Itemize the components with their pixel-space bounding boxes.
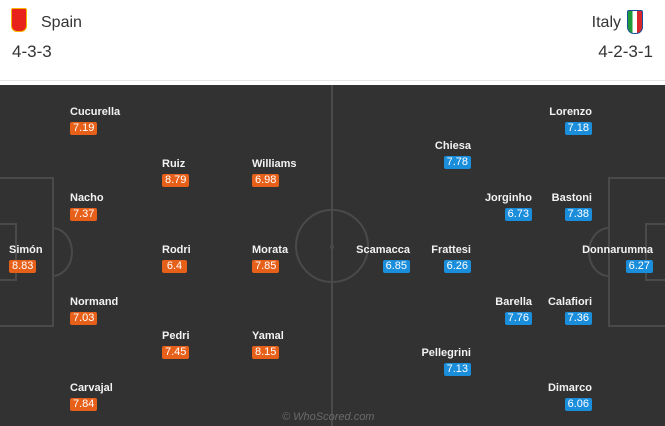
- player-rating: 6.85: [382, 260, 410, 273]
- player-chiesa[interactable]: Chiesa 7.78: [435, 139, 471, 169]
- player-rating: 7.37: [70, 208, 98, 221]
- player-name: Bastoni: [551, 192, 592, 204]
- player-rating: 7.78: [443, 156, 471, 169]
- player-rating: 6.4: [162, 260, 187, 273]
- player-yamal[interactable]: Yamal 8.15: [252, 329, 284, 359]
- right-six-yard-box: [645, 223, 665, 281]
- player-name: Cucurella: [70, 106, 121, 118]
- player-rating: 8.83: [9, 260, 37, 273]
- home-team-name[interactable]: Spain: [41, 14, 82, 31]
- away-formation: 4-2-3-1: [598, 42, 653, 61]
- center-spot: [330, 245, 334, 249]
- player-name: Lorenzo: [549, 106, 592, 118]
- player-cucurella[interactable]: Cucurella 7.19: [70, 105, 120, 135]
- player-nacho[interactable]: Nacho 7.37: [70, 191, 104, 221]
- player-carvajal[interactable]: Carvajal 7.84: [70, 381, 113, 411]
- player-bastoni[interactable]: Bastoni 7.38: [552, 191, 592, 221]
- spain-crest-icon: [11, 8, 27, 32]
- italy-crest-icon: [627, 10, 643, 34]
- player-pellegrini[interactable]: Pellegrini 7.13: [421, 346, 471, 376]
- player-rating: 7.85: [252, 260, 280, 273]
- player-name: Ruiz: [162, 158, 186, 170]
- player-calafiori[interactable]: Calafiori 7.36: [548, 295, 592, 325]
- player-rating: 6.26: [443, 260, 471, 273]
- player-name: Williams: [252, 158, 297, 170]
- player-name: Pellegrini: [421, 347, 471, 359]
- player-name: Donnarumma: [582, 244, 653, 256]
- player-rating: 7.84: [70, 398, 98, 411]
- player-rating: 8.15: [252, 346, 280, 359]
- player-williams[interactable]: Williams 6.98: [252, 157, 297, 187]
- player-rating: 7.36: [564, 312, 592, 325]
- player-rating: 7.19: [70, 122, 98, 135]
- player-rating: 7.18: [564, 122, 592, 135]
- player-rodri[interactable]: Rodri 6.4: [162, 243, 191, 273]
- player-rating: 7.45: [162, 346, 190, 359]
- player-name: Normand: [70, 296, 119, 308]
- match-header: Spain 4-3-3 Italy 4-2-3-1: [0, 0, 665, 81]
- player-rating: 6.27: [625, 260, 653, 273]
- player-rating: 7.38: [564, 208, 592, 221]
- player-name: Rodri: [162, 244, 191, 256]
- right-penalty-box: [608, 177, 665, 327]
- player-rating: 6.06: [564, 398, 592, 411]
- player-donnarumma[interactable]: Donnarumma 6.27: [582, 243, 653, 273]
- player-ruiz[interactable]: Ruiz 8.79: [162, 157, 190, 187]
- player-name: Simón: [9, 244, 43, 256]
- player-name: Yamal: [252, 330, 284, 342]
- center-circle: [295, 209, 369, 283]
- player-barella[interactable]: Barella 7.76: [495, 295, 532, 325]
- away-team-name[interactable]: Italy: [591, 14, 621, 31]
- player-scamacca[interactable]: Scamacca 6.85: [356, 243, 410, 273]
- player-rating: 7.03: [70, 312, 98, 325]
- player-name: Barella: [495, 296, 532, 308]
- player-lorenzo[interactable]: Lorenzo 7.18: [549, 105, 592, 135]
- player-name: Dimarco: [547, 382, 592, 394]
- player-name: Chiesa: [434, 140, 471, 152]
- pitch: [0, 85, 665, 426]
- player-morata[interactable]: Morata 7.85: [252, 243, 288, 273]
- player-name: Nacho: [70, 192, 104, 204]
- watermark: © WhoScored.com: [282, 411, 375, 423]
- player-name: Scamacca: [356, 244, 410, 256]
- player-dimarco[interactable]: Dimarco 6.06: [548, 381, 592, 411]
- player-normand[interactable]: Normand 7.03: [70, 295, 118, 325]
- player-rating: 7.13: [443, 363, 471, 376]
- player-rating: 6.98: [252, 174, 280, 187]
- left-penalty-box: [0, 177, 54, 327]
- player-name: Frattesi: [431, 244, 471, 256]
- player-name: Calafiori: [547, 296, 592, 308]
- player-frattesi[interactable]: Frattesi 6.26: [431, 243, 471, 273]
- player-simon[interactable]: Simón 8.83: [9, 243, 43, 273]
- home-formation: 4-3-3: [12, 42, 52, 61]
- player-rating: 8.79: [162, 174, 190, 187]
- player-pedri[interactable]: Pedri 7.45: [162, 329, 190, 359]
- player-rating: 6.73: [504, 208, 532, 221]
- player-jorginho[interactable]: Jorginho 6.73: [485, 191, 532, 221]
- player-rating: 7.76: [504, 312, 532, 325]
- player-name: Jorginho: [484, 192, 532, 204]
- player-name: Pedri: [162, 330, 190, 342]
- player-name: Morata: [252, 244, 289, 256]
- left-six-yard-box: [0, 223, 17, 281]
- player-name: Carvajal: [70, 382, 113, 394]
